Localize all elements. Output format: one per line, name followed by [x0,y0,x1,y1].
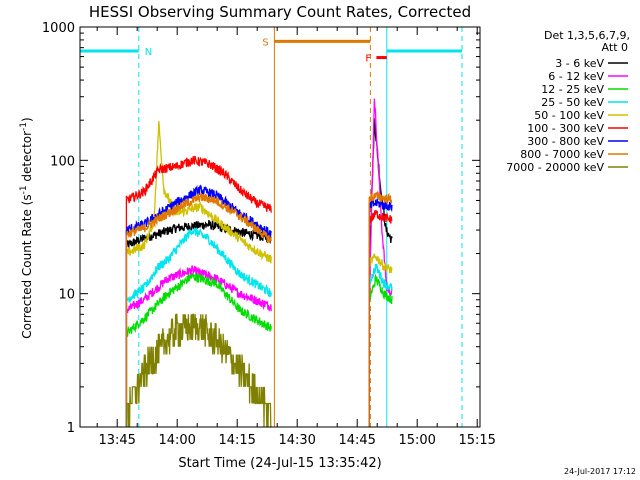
y-axis-label-sup2: -1 [19,122,29,131]
y-axis-label-sup1: -1 [19,185,29,194]
x-tick-label: 15:15 [458,433,495,448]
y-axis-label: Corrected Count Rate (s-1 detector-1) [19,117,34,338]
series-line [125,265,272,427]
series-line [368,198,393,427]
x-axis-label: Start Time (24-Jul-15 13:35:42) [178,456,381,471]
legend-label: 3 - 6 keV [555,57,604,70]
x-tick-label: 13:45 [98,433,135,448]
legend-label: 800 - 7000 keV [520,148,604,161]
x-tick-label: 14:45 [338,433,375,448]
y-axis-label-end: ) [20,117,34,122]
legend-label: 50 - 100 keV [534,109,604,122]
n-marker-label: N [145,47,152,58]
series-line [125,219,272,427]
series-line [368,209,393,427]
series-line [125,227,272,427]
plot-area: N S F 1 10 100 1000 13:45 14:00 14:15 14:30 14:45 15… [42,21,496,448]
y-tick-label: 1000 [42,21,75,36]
legend-label: 12 - 25 keV [541,83,604,96]
x-tick-label: 14:00 [158,433,195,448]
legend-header-line1: Det 1,3,5,6,7,9, [544,29,630,42]
x-tick-label: 14:30 [278,433,315,448]
legend-label: 25 - 50 keV [541,96,604,109]
series-line [368,273,393,427]
legend-header-line2: Att 0 [602,41,628,54]
legend-label: 7000 - 20000 keV [506,161,604,174]
series-line [368,253,393,427]
plot-frame [79,26,481,428]
x-tick-label: 15:00 [398,433,435,448]
s-marker-label: S [262,37,268,48]
f-marker-label: F [365,54,371,65]
series-line [125,313,272,428]
series-line [368,190,393,427]
series-line [368,263,393,427]
chart-title: HESSI Observing Summary Count Rates, Cor… [89,3,471,21]
legend-label: 6 - 12 keV [548,70,604,83]
series-line [125,121,272,427]
x-tick-label: 14:15 [218,433,255,448]
legend-label: 300 - 800 keV [527,135,604,148]
y-tick-label: 1 [67,421,75,436]
y-tick-label: 100 [50,154,75,169]
y-axis-label-main: Corrected Count Rate (s [20,194,34,338]
series-line [125,155,272,427]
y-tick-label: 10 [58,288,75,303]
legend-label: 100 - 300 keV [527,122,604,135]
series-line [125,272,272,427]
series-line [125,192,272,427]
y-axis-label-mid: detector [20,131,34,186]
date-stamp: 24-Jul-2017 17:12 [564,467,636,476]
